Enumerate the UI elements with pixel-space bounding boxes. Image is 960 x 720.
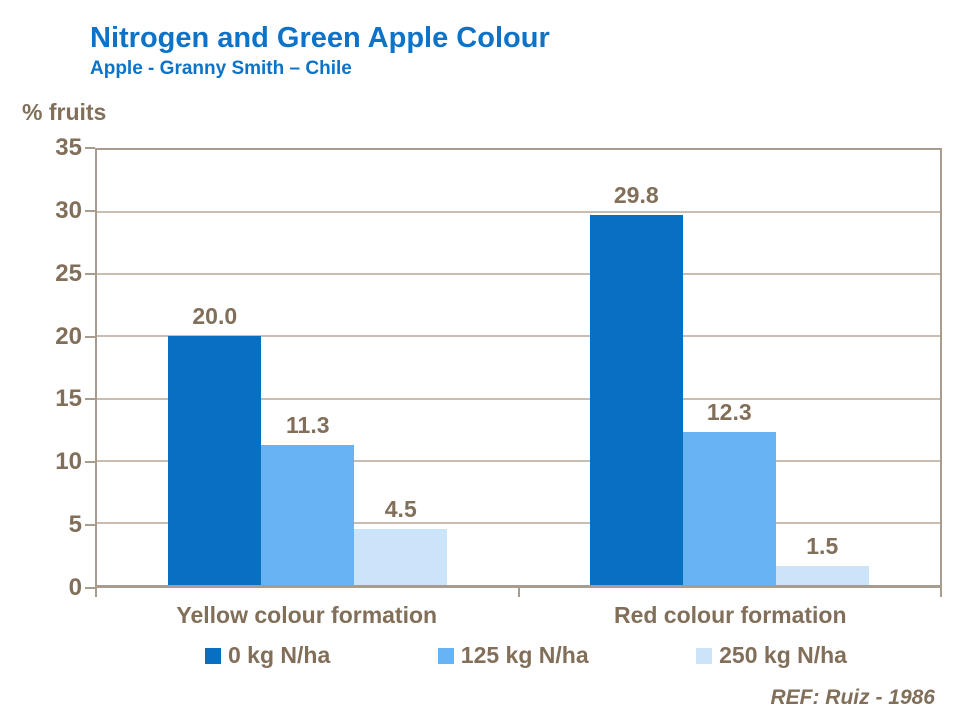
gridline-20 <box>97 335 940 338</box>
y-tick-label-30: 30 <box>55 196 82 224</box>
gridline-30 <box>97 211 940 214</box>
bar-value-label: 29.8 <box>613 181 659 208</box>
legend: 0 kg N/ha 125 kg N/ha 250 kg N/ha <box>95 642 942 669</box>
bar-0-kg-n-ha-2: 29.8 <box>589 182 683 585</box>
y-tick-label-15: 15 <box>55 385 82 413</box>
x-tick-mark <box>940 588 942 597</box>
legend-item-125-kg-n-ha: 125 kg N/ha <box>437 642 589 669</box>
bar-value-label: 4.5 <box>384 496 417 523</box>
y-tick-label-25: 25 <box>55 259 82 287</box>
x-tick-mark <box>517 588 520 597</box>
gridline-15 <box>97 397 940 400</box>
bar-value-label: 20.0 <box>192 303 238 330</box>
gridline-5 <box>97 521 940 524</box>
bar-125-kg-n-ha-1: 11.3 <box>261 412 355 585</box>
y-tick-label-35: 35 <box>55 134 82 161</box>
bar-value-label: 12.3 <box>706 399 752 426</box>
bar-value-label: 11.3 <box>286 411 330 438</box>
bar-group-1: 20.0 11.3 4.5 <box>97 150 519 585</box>
y-tick-mark <box>85 524 95 527</box>
y-tick-mark <box>85 398 95 401</box>
legend-item-250-kg-n-ha: 250 kg N/ha <box>696 642 847 669</box>
y-tick-mark <box>85 461 95 464</box>
plot-area: 20.0 11.3 4.5 29.8 12.3 1.5 <box>95 148 942 588</box>
y-tick-label-0: 0 <box>68 574 82 601</box>
y-tick-label-5: 5 <box>68 511 82 539</box>
y-tick-mark <box>85 335 95 338</box>
gridline-25 <box>97 273 940 276</box>
reference-note: REF: Ruiz - 1986 <box>770 686 935 709</box>
y-axis-tick-marks <box>85 147 95 589</box>
bar-250-kg-n-ha-1: 4.5 <box>354 496 448 585</box>
x-tick-mark <box>95 588 97 597</box>
chart-title: Nitrogen and Green Apple Colour <box>90 22 550 54</box>
category-label-1: Yellow colour formation <box>176 602 438 628</box>
x-axis-tick-marks <box>95 588 942 598</box>
category-label-2: Red colour formation <box>613 602 847 628</box>
bar-group-2: 29.8 12.3 1.5 <box>519 150 941 585</box>
x-axis-category-labels: Yellow colour formation Red colour format… <box>95 602 942 629</box>
bar-0-kg-n-ha-1: 20.0 <box>168 303 262 585</box>
legend-item-0-kg-n-ha: 0 kg N/ha <box>205 642 330 669</box>
y-tick-mark <box>85 209 95 212</box>
gridline-10 <box>97 459 940 462</box>
y-tick-mark <box>85 587 95 589</box>
bar-value-label: 1.5 <box>806 533 839 560</box>
legend-marker-icon <box>696 647 713 664</box>
legend-label: 125 kg N/ha <box>460 642 589 668</box>
chart-subtitle: Apple - Granny Smith – Chile <box>90 58 352 79</box>
bar-250-kg-n-ha-2: 1.5 <box>775 533 869 585</box>
legend-marker-icon <box>205 647 221 664</box>
legend-label: 250 kg N/ha <box>719 642 847 668</box>
legend-marker-icon <box>437 647 454 664</box>
y-tick-label-10: 10 <box>55 448 82 476</box>
y-axis-title: % fruits <box>22 99 107 125</box>
y-tick-mark <box>85 147 95 149</box>
legend-label: 0 kg N/ha <box>228 642 331 668</box>
y-axis-tick-labels: 35 30 25 20 15 10 5 0 <box>18 134 82 601</box>
y-tick-mark <box>85 272 95 275</box>
y-tick-label-20: 20 <box>55 322 82 350</box>
bar-125-kg-n-ha-2: 12.3 <box>682 399 776 585</box>
